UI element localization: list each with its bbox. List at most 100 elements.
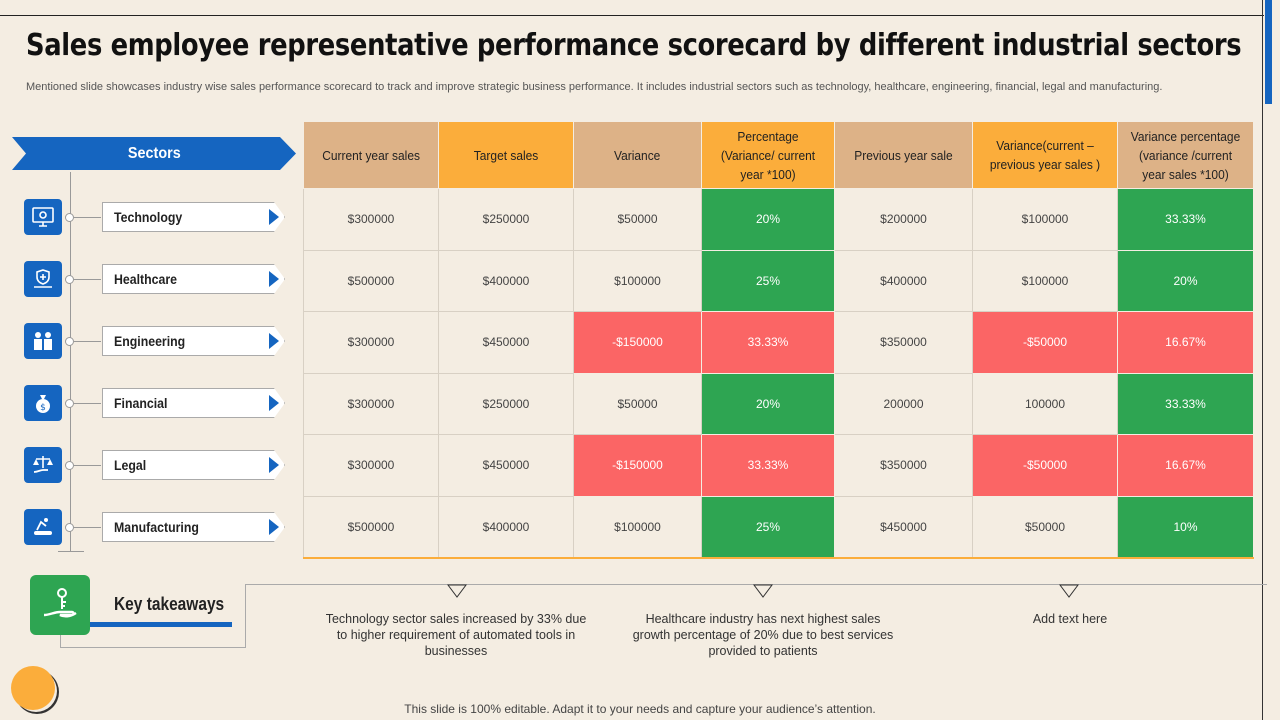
table-row: $300000 $250000 $50000 20% 200000 100000 33.33… — [303, 372, 1254, 435]
sectors-connector-base — [58, 551, 84, 552]
connector-dash — [74, 279, 101, 280]
chevron-right-icon — [269, 271, 279, 287]
takeaways-underline — [90, 622, 232, 627]
table-cell: $100000 — [573, 495, 702, 559]
sector-label: Manufacturing — [114, 519, 199, 535]
table-cell: 200000 — [834, 372, 973, 435]
table-cell: $450000 — [438, 434, 574, 497]
engineers-icon — [24, 323, 62, 359]
table-cell: 10% — [1117, 495, 1254, 559]
connector-dot — [65, 337, 74, 346]
sector-engineering[interactable]: Engineering — [24, 321, 289, 361]
table-cell: $250000 — [438, 188, 574, 251]
takeaway-text: Add text here — [1032, 612, 1108, 626]
takeaways-frame — [245, 584, 246, 648]
table-cell: $300000 — [303, 311, 439, 374]
table-cell: 16.67% — [1117, 311, 1254, 374]
sector-label: Financial — [114, 395, 168, 411]
sector-financial[interactable]: $ Financial — [24, 383, 289, 423]
table-row: $300000 $250000 $50000 20% $200000 $100000 33.… — [303, 188, 1254, 251]
sector-label-box[interactable]: Engineering — [102, 326, 285, 356]
sector-label: Technology — [114, 209, 183, 225]
table-cell: $300000 — [303, 372, 439, 435]
table-header-row: Current year sales Target sales Variance… — [303, 121, 1254, 189]
triangle-marker-icon — [753, 584, 773, 598]
table-cell: 20% — [1117, 249, 1254, 312]
table-row: $300000 $450000 -$150000 33.33% $350000 -$500… — [303, 434, 1254, 497]
table-cell: $400000 — [438, 495, 574, 559]
table-cell: $100000 — [573, 249, 702, 312]
table-cell: $300000 — [303, 188, 439, 251]
footer-note: This slide is 100% editable. Adapt it to… — [404, 702, 876, 716]
chevron-right-icon — [269, 333, 279, 349]
chevron-right-icon — [269, 395, 279, 411]
sector-label-box[interactable]: Manufacturing — [102, 512, 285, 542]
table-cell: 25% — [701, 249, 835, 312]
table-cell: $400000 — [834, 249, 973, 312]
sectors-header: Sectors — [12, 137, 296, 170]
sectors-connector-line — [70, 172, 71, 552]
slide-title: Sales employee representative performanc… — [26, 28, 1242, 63]
sector-label-box[interactable]: Legal — [102, 450, 285, 480]
sector-label: Legal — [114, 457, 147, 473]
column-header: Current year sales — [303, 121, 439, 189]
column-header: Variance — [573, 121, 702, 189]
column-header: Variance percentage (variance /current y… — [1117, 121, 1254, 189]
sector-legal[interactable]: Legal — [24, 445, 289, 485]
table-cell: $400000 — [438, 249, 574, 312]
table-row: $500000 $400000 $100000 25% $450000 $50000 10% — [303, 495, 1254, 559]
table-cell: $350000 — [834, 311, 973, 374]
table-cell: $200000 — [834, 188, 973, 251]
connector-dash — [74, 217, 101, 218]
accent-bar — [1265, 0, 1272, 104]
column-header: Previous year sale — [834, 121, 973, 189]
table-cell: $300000 — [303, 434, 439, 497]
takeaways-frame — [60, 634, 61, 648]
table-cell: $50000 — [573, 188, 702, 251]
right-rule — [1262, 0, 1263, 720]
column-header: Variance(current – previous year sales ) — [972, 121, 1118, 189]
table-row: $500000 $400000 $100000 25% $400000 $100000 20… — [303, 249, 1254, 312]
top-rule — [0, 15, 1264, 16]
table-cell: 33.33% — [1117, 372, 1254, 435]
column-header: Target sales — [438, 121, 574, 189]
table-cell: -$150000 — [573, 434, 702, 497]
connector-dot — [65, 213, 74, 222]
triangle-marker-icon — [447, 584, 467, 598]
connector-dash — [74, 527, 101, 528]
svg-text:$: $ — [40, 403, 46, 413]
column-header: Percentage (Variance/ current year *100) — [701, 121, 835, 189]
connector-dash — [74, 341, 101, 342]
table-cell: $50000 — [972, 495, 1118, 559]
scorecard-table: Current year sales Target sales Variance… — [303, 121, 1254, 559]
sector-manufacturing[interactable]: Manufacturing — [24, 507, 289, 547]
chevron-right-icon — [269, 209, 279, 225]
sector-label: Healthcare — [114, 271, 178, 287]
table-cell: 33.33% — [1117, 188, 1254, 251]
sector-healthcare[interactable]: Healthcare — [24, 259, 289, 299]
sector-label-box[interactable]: Financial — [102, 388, 285, 418]
health-shield-hand-icon — [24, 261, 62, 297]
connector-dot — [65, 399, 74, 408]
table-cell: -$50000 — [972, 311, 1118, 374]
table-cell: $100000 — [972, 249, 1118, 312]
table-cell: $50000 — [573, 372, 702, 435]
sector-technology[interactable]: Technology — [24, 197, 289, 237]
table-cell: $250000 — [438, 372, 574, 435]
takeaways-frame — [60, 647, 246, 648]
takeaway-text: Technology sector sales increased by 33%… — [325, 612, 587, 658]
table-cell: 33.33% — [701, 311, 835, 374]
table-cell: 20% — [701, 372, 835, 435]
table-cell: 33.33% — [701, 434, 835, 497]
sector-label-box[interactable]: Healthcare — [102, 264, 285, 294]
table-cell: $500000 — [303, 249, 439, 312]
table-cell: $450000 — [834, 495, 973, 559]
table-cell: 20% — [701, 188, 835, 251]
table-cell: $100000 — [972, 188, 1118, 251]
connector-dot — [65, 461, 74, 470]
sector-label-box[interactable]: Technology — [102, 202, 285, 232]
table-cell: -$50000 — [972, 434, 1118, 497]
scales-hand-icon — [24, 447, 62, 483]
chevron-right-icon — [269, 519, 279, 535]
table-cell: 100000 — [972, 372, 1118, 435]
